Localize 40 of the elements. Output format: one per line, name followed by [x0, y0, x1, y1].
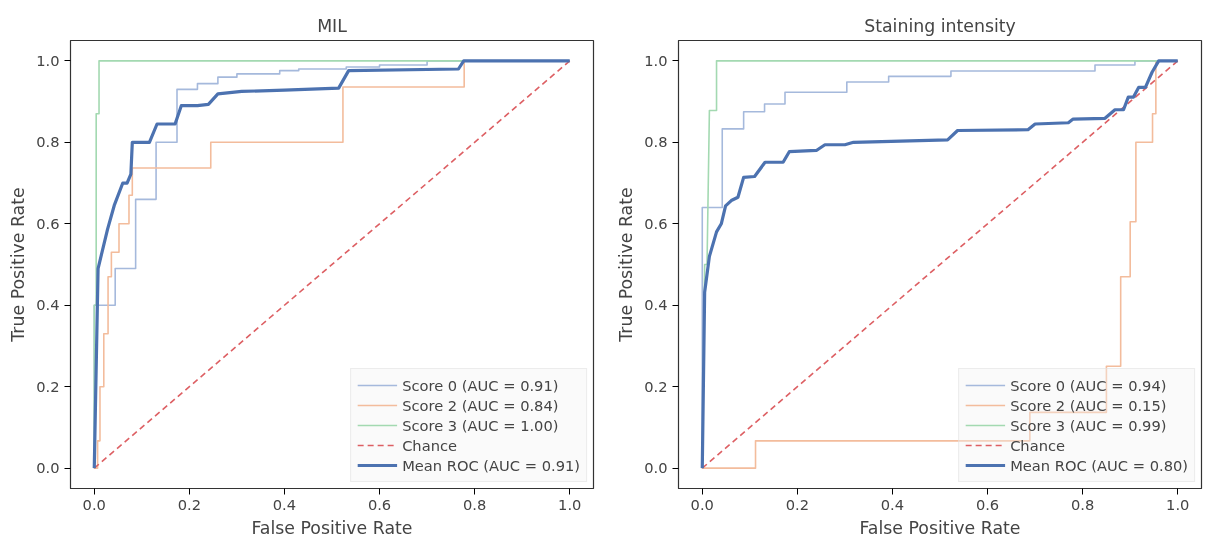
y-tick-label: 0.6 — [36, 214, 60, 232]
y-axis-title: True Positive Rate — [8, 187, 29, 343]
y-tick-label: 0.0 — [36, 459, 60, 477]
x-tick-label: 0.8 — [1070, 495, 1095, 513]
y-tick-label: 0.4 — [36, 296, 60, 314]
y-axis-title: True Positive Rate — [616, 187, 637, 343]
x-tick-label: 1.0 — [558, 495, 582, 513]
legend-label: Score 0 (AUC = 0.91) — [402, 376, 559, 394]
y-tick-label: 0.8 — [36, 133, 60, 151]
x-tick-label: 0.0 — [690, 495, 714, 513]
legend-label: Chance — [402, 436, 458, 454]
y-tick-label: 1.0 — [644, 51, 668, 69]
y-tick-label: 0.2 — [644, 377, 668, 395]
x-tick-label: 0.4 — [272, 495, 297, 513]
x-tick-label: 0.8 — [462, 495, 487, 513]
legend-label: Score 2 (AUC = 0.15) — [1010, 396, 1167, 414]
legend-label: Score 2 (AUC = 0.84) — [402, 396, 559, 414]
y-tick-label: 0.0 — [644, 459, 668, 477]
chart-title: Staining intensity — [864, 15, 1016, 36]
y-tick-label: 0.6 — [644, 214, 668, 232]
y-tick-label: 0.4 — [644, 296, 668, 314]
legend-label: Score 0 (AUC = 0.94) — [1010, 376, 1167, 394]
legend-label: Chance — [1010, 436, 1066, 454]
y-tick-label: 0.2 — [36, 377, 60, 395]
x-tick-label: 0.2 — [785, 495, 810, 513]
legend-label: Mean ROC (AUC = 0.91) — [402, 456, 580, 474]
y-tick-label: 1.0 — [36, 51, 60, 69]
x-axis-title: False Positive Rate — [251, 517, 413, 538]
x-tick-label: 0.0 — [82, 495, 106, 513]
x-tick-label: 0.6 — [975, 495, 1000, 513]
x-tick-label: 0.6 — [367, 495, 392, 513]
legend-label: Score 3 (AUC = 1.00) — [402, 416, 559, 434]
x-tick-label: 1.0 — [1166, 495, 1190, 513]
x-tick-label: 0.2 — [177, 495, 202, 513]
y-tick-label: 0.8 — [644, 133, 668, 151]
chart-title: MIL — [317, 15, 348, 36]
x-axis-title: False Positive Rate — [859, 517, 1021, 538]
legend-label: Mean ROC (AUC = 0.80) — [1010, 456, 1188, 474]
x-tick-label: 0.4 — [880, 495, 905, 513]
legend-label: Score 3 (AUC = 0.99) — [1010, 416, 1167, 434]
